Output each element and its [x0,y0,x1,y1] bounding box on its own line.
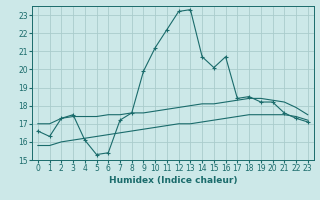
X-axis label: Humidex (Indice chaleur): Humidex (Indice chaleur) [108,176,237,185]
